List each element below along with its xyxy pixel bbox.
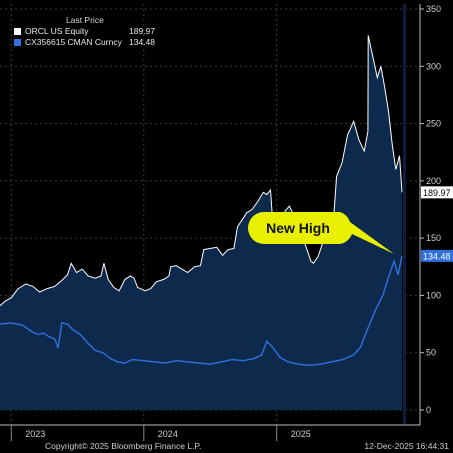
last-price-tag xyxy=(421,249,453,262)
x-axis: 2023 2024 2025 xyxy=(0,424,420,441)
y-axis: 0 50 100 150 200 250 300 350 xyxy=(419,4,441,425)
cx356615-price-line xyxy=(0,255,403,367)
x-tick-label: 2024 xyxy=(158,429,178,439)
y-tick-label: 300 xyxy=(426,61,441,71)
chart-legend: Last Price ORCL US Equity 189.97 CX35661… xyxy=(14,15,155,48)
new-high-callout: New High xyxy=(248,212,394,254)
last-price-tags: 189.97 134.48 xyxy=(421,186,453,262)
last-price-tag xyxy=(421,186,453,199)
y-tick-label: 150 xyxy=(426,233,441,243)
legend-title: Last Price xyxy=(66,15,104,25)
legend-value-orcl: 189.97 xyxy=(129,26,155,36)
y-tick-label: 250 xyxy=(426,119,441,129)
orcl-price-line xyxy=(0,35,403,307)
orcl-area-fill xyxy=(0,35,402,411)
legend-name-cx: CX356615 CMAN Curncy xyxy=(25,37,122,47)
copyright-text: Copyright© 2025 Bloomberg Finance L.P. xyxy=(45,441,202,451)
last-price-tag-label: 189.97 xyxy=(423,188,451,198)
callout-bubble xyxy=(248,212,394,254)
legend-swatch-cx xyxy=(14,39,21,46)
x-tick-label: 2025 xyxy=(291,429,311,439)
last-price-tag-label: 134.48 xyxy=(423,251,451,261)
y-tick-label: 0 xyxy=(426,405,431,415)
current-date-marker xyxy=(403,4,406,425)
timestamp-text: 12-Dec-2025 16:44:31 xyxy=(364,441,449,451)
x-tick-label: 2023 xyxy=(25,429,45,439)
legend-item-cx: CX356615 CMAN Curncy 134.48 xyxy=(14,37,155,48)
legend-swatch-orcl xyxy=(14,28,21,35)
legend-item-orcl: ORCL US Equity 189.97 xyxy=(14,26,155,37)
y-tick-label: 50 xyxy=(426,348,436,358)
y-tick-label: 100 xyxy=(426,290,441,300)
callout-label: New High xyxy=(266,220,330,236)
y-tick-label: 350 xyxy=(426,4,441,14)
y-tick-label: 200 xyxy=(426,176,441,186)
legend-value-cx: 134.48 xyxy=(129,37,155,47)
legend-name-orcl: ORCL US Equity xyxy=(25,26,89,36)
